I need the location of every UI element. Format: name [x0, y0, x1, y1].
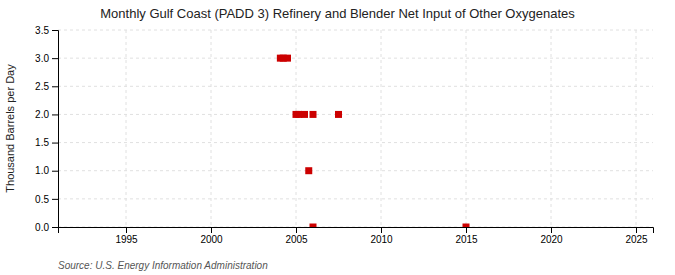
- point: [284, 55, 291, 62]
- x-tick: 1995: [115, 227, 138, 245]
- x-tick-label: 2020: [540, 234, 563, 245]
- source-note: Source: U.S. Energy Information Administ…: [58, 260, 268, 271]
- y-tick-label: 0.0: [35, 222, 49, 233]
- x-tick: 2025: [625, 227, 648, 245]
- y-tick-mark: [52, 58, 58, 59]
- point: [301, 111, 308, 118]
- point: [335, 111, 342, 118]
- y-tick-label: 3.5: [35, 25, 49, 36]
- x-tick-mark: [381, 227, 382, 233]
- grid-line-x: [636, 30, 637, 227]
- y-tick-label: 3.0: [35, 53, 49, 64]
- x-tick: 2000: [200, 227, 223, 245]
- grid-line-x: [551, 30, 552, 227]
- x-tick-label: 2010: [370, 234, 393, 245]
- y-tick-mark: [52, 86, 58, 87]
- title: Monthly Gulf Coast (PADD 3) Refinery and…: [100, 6, 575, 21]
- y-tick-label: 1.0: [35, 165, 49, 176]
- point: [305, 167, 312, 174]
- grid-line-y: [58, 198, 653, 199]
- x-tick-mark: [296, 227, 297, 233]
- x-tick-mark: [551, 227, 552, 233]
- point: [463, 224, 470, 228]
- chart: 1995 2000 2005 2010 2015 2020 2025 0.0 0.5 1.0 1.5…: [0, 0, 675, 275]
- grid-line-y: [58, 170, 653, 171]
- y-axis-title: Thousand Barrels per Day: [4, 64, 16, 193]
- grid-line-x: [381, 30, 382, 227]
- x-tick-mark: [126, 227, 127, 233]
- x-tick: 2015: [455, 227, 478, 245]
- x-axis: 1995 2000 2005 2010 2015 2020 2025: [59, 227, 654, 245]
- y-tick: 2.5: [35, 81, 58, 92]
- y-tick-mark: [52, 114, 58, 115]
- y-tick: 0.5: [35, 194, 58, 205]
- y-tick-mark: [52, 227, 58, 228]
- grid-line-x: [211, 30, 212, 227]
- x-tick-mark: [636, 227, 637, 233]
- y-tick: 1.0: [35, 165, 58, 176]
- y-tick-label: 0.5: [35, 194, 49, 205]
- y-tick-label: 1.5: [35, 137, 49, 148]
- grid-line-x: [296, 30, 297, 227]
- y-tick-label: 2.5: [35, 81, 49, 92]
- grid: [58, 30, 653, 227]
- grid-line-y: [58, 142, 653, 143]
- grid-line-x: [126, 30, 127, 227]
- plot-area: 1995 2000 2005 2010 2015 2020 2025 0.0 0.5 1.0 1.5…: [35, 25, 653, 245]
- y-axis-line: [52, 31, 59, 228]
- x-tick-mark: [211, 227, 212, 233]
- x-tick-label: 2000: [200, 234, 223, 245]
- y-tick: 0.0: [35, 222, 58, 233]
- y-tick-mark: [52, 199, 58, 200]
- y-tick: 3.0: [35, 53, 58, 64]
- y-tick: 3.5: [35, 25, 58, 36]
- x-axis-line: [59, 228, 654, 234]
- x-tick-label: 2005: [285, 234, 308, 245]
- grid-line-y: [58, 114, 653, 115]
- y-tick: 1.5: [35, 137, 58, 148]
- point: [310, 224, 317, 228]
- y-tick-mark: [52, 143, 58, 144]
- y-tick-label: 2.0: [35, 109, 49, 120]
- y-tick: 2.0: [35, 109, 58, 120]
- y-axis: 0.0 0.5 1.0 1.5 2.0 2.5 3.0 3.5: [35, 25, 58, 233]
- grid-line-y: [58, 86, 653, 87]
- x-tick-label: 2025: [625, 234, 648, 245]
- y-tick-mark: [52, 30, 58, 31]
- x-tick-label: 2015: [455, 234, 478, 245]
- x-tick: 2020: [540, 227, 563, 245]
- points: [277, 55, 470, 227]
- x-tick-mark: [466, 227, 467, 233]
- grid-line-y: [58, 30, 653, 31]
- y-tick-mark: [52, 171, 58, 172]
- grid-line-x: [466, 30, 467, 227]
- x-tick: 2005: [285, 227, 308, 245]
- point: [310, 111, 317, 118]
- x-tick-label: 1995: [115, 234, 138, 245]
- grid-line-y: [58, 58, 653, 59]
- x-tick: 2010: [370, 227, 393, 245]
